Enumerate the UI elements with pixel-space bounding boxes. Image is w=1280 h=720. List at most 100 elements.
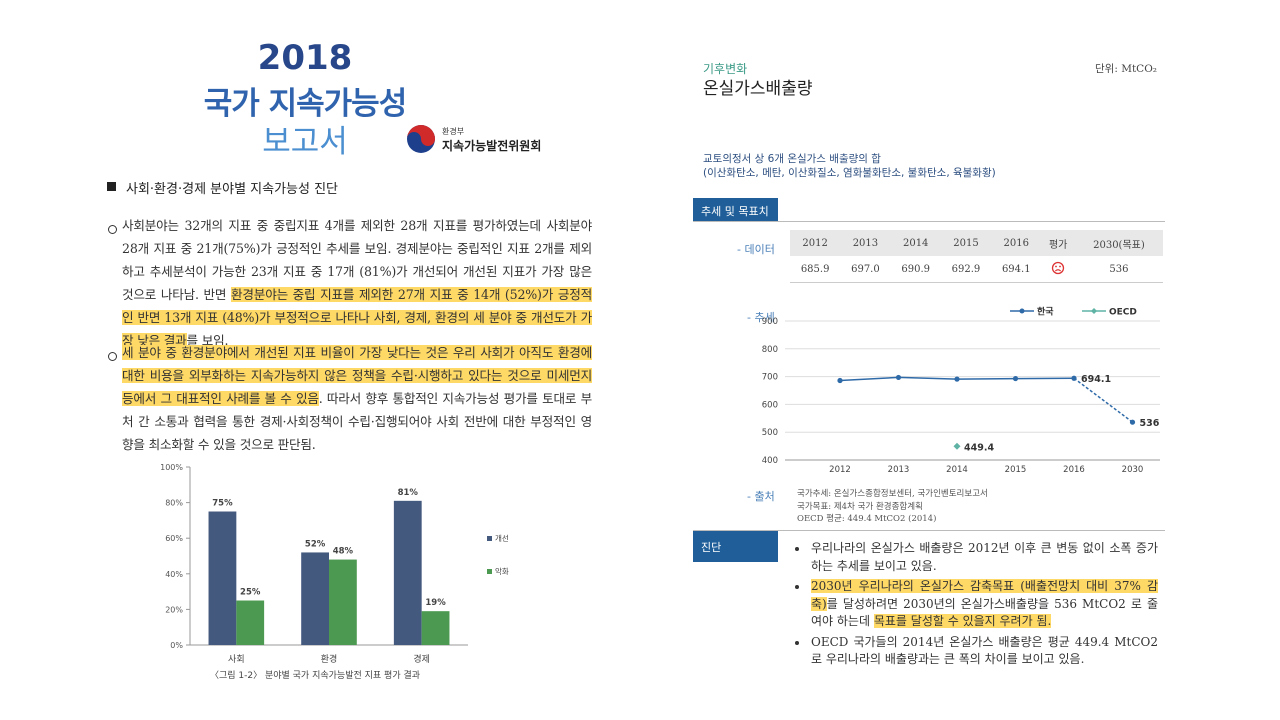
section-title: 사회·환경·경제 분야별 지속가능성 진단: [126, 182, 339, 197]
text-run: 우리나라의 온실가스 배출량은 2012년 이후 큰 변동 없이 소폭 증가하는…: [811, 541, 1158, 573]
paragraph: 사회분야는 32개의 지표 중 중립지표 4개를 제외한 28개 지표를 평가하…: [122, 214, 592, 352]
figure-caption: 〈그림 1-2〉 분야별 국가 지속가능발전 지표 평가 결과: [209, 671, 421, 681]
point: [954, 376, 960, 382]
cell: [1041, 256, 1074, 283]
unit: 단위: MtCO₂: [1095, 63, 1158, 75]
diagnosis: 우리나라의 온실가스 배출량은 2012년 이후 큰 변동 없이 소폭 증가하는…: [793, 540, 1158, 672]
data-label: 48%: [333, 547, 354, 557]
trend-label: - 추세: [747, 311, 775, 324]
legend-swatch: [487, 536, 492, 541]
y-tick-label: 100%: [160, 463, 183, 472]
diagnosis-item: 2030년 우리나라의 온실가스 감축목표 (배출전망치 대비 37% 감축)를…: [793, 578, 1158, 631]
text-run: 를 보임.: [186, 333, 229, 348]
y-tick-label: 60%: [165, 534, 183, 543]
x-tick-label: 2015: [1005, 465, 1027, 475]
bar: [421, 611, 450, 645]
data-label: 25%: [240, 588, 261, 598]
report-year: 2018: [257, 38, 353, 78]
divider: [693, 530, 1165, 531]
diagnosis-item: 우리나라의 온실가스 배출량은 2012년 이후 큰 변동 없이 소폭 증가하는…: [793, 540, 1158, 575]
paragraph: 세 분야 중 환경분야에서 개선된 지표 비율이 가장 낮다는 것은 우리 사회…: [122, 341, 592, 456]
header-cell: 2012: [802, 237, 828, 249]
bar-chart: 0% 20% 40% 60% 80% 100% 사회 75% 25% 환경 52% 48% 경제 81% 1…: [160, 463, 509, 665]
data-label: 81%: [398, 488, 419, 498]
source: 국가목표: 제4차 국가 환경종합계획: [797, 501, 923, 512]
text-run: 를 달성하려면 2030년의 온실가스배출량을 536 MtCO2 로 줄여야 …: [811, 596, 1158, 629]
text-run: 목표를 달성할 수 있을지 우려가 됨.: [873, 614, 1052, 628]
evaluation-icon: [1051, 261, 1065, 274]
x-tick-label: 2012: [829, 465, 851, 475]
bullet: [795, 547, 799, 551]
data-table: 2012 2013 2014 2015 2016 평가 2030(목표) 685.9 697.0…: [790, 230, 1163, 283]
y-tick-label: 40%: [165, 570, 183, 579]
org-top: 환경부: [442, 127, 465, 136]
point: [837, 377, 843, 384]
org: 지속가능발전위원회: [442, 139, 542, 153]
source-label: - 출처: [747, 490, 775, 503]
text-run: OECD 국가들의 2014년 온실가스 배출량은 평균 449.4 MtCO2…: [811, 634, 1158, 667]
data-label: 449.4: [964, 442, 994, 453]
cell: 690.9: [901, 263, 931, 275]
y-tick-label: 400: [762, 456, 778, 466]
data-label: 536: [1140, 418, 1160, 429]
data-label: - 데이터: [737, 243, 775, 256]
data-label: 52%: [305, 539, 326, 549]
data-label: 75%: [212, 499, 233, 509]
bar: [208, 511, 237, 645]
header-cell: 2015: [953, 237, 979, 249]
x-tick-label: 사회: [228, 654, 245, 665]
sources: 국가추세: 온실가스종합정보센터, 국가인벤토리보고서 국가목표: 제4차 국가…: [797, 488, 988, 526]
report-subtitle: 보고서: [262, 124, 348, 160]
header-cell: 2030(목표): [1093, 239, 1145, 251]
legend-label: OECD: [1109, 308, 1137, 318]
legend-label: 개선: [495, 533, 509, 543]
x-tick-label: 경제: [413, 653, 430, 665]
cell: 694.1: [1001, 263, 1031, 275]
y-tick-label: 500: [762, 428, 778, 438]
indicator-title: 온실가스배출량: [703, 79, 813, 99]
bar: [393, 500, 422, 645]
cell: 692.9: [951, 263, 981, 275]
y-tick-label: 800: [762, 345, 778, 355]
description: 교토의정서 상 6개 온실가스 배출량의 합: [703, 153, 881, 165]
x-tick-label: 2014: [946, 465, 968, 475]
text-run: 사회분야는 32개의 지표 중 중립지표 4개를 제외한 28개 지표를 평가하…: [122, 218, 592, 302]
y-tick-label: 700: [762, 373, 778, 383]
table-row: 685.9 697.0 690.9 692.9 694.1 536: [790, 256, 1163, 283]
y-tick-label: 20%: [165, 605, 183, 614]
header-cell: 2016: [1003, 237, 1029, 249]
org-logo: [407, 125, 435, 153]
point: [953, 442, 961, 450]
x-tick-label: 2030: [1122, 465, 1144, 475]
x-tick-label: 환경: [321, 653, 338, 665]
source: OECD 평균: 449.4 MtCO2 (2014): [797, 514, 937, 524]
point: [1012, 375, 1019, 382]
y-tick-label: 80%: [165, 499, 183, 508]
point: [1129, 419, 1136, 425]
header-cell: 2013: [852, 237, 879, 249]
category: 기후변화: [703, 62, 748, 76]
cell: 697.0: [851, 263, 880, 275]
source: 국가추세: 온실가스종합정보센터, 국가인벤토리보고서: [797, 489, 988, 499]
bullet: [795, 640, 799, 645]
divider: [693, 221, 1165, 222]
y-tick-label: 600: [762, 400, 778, 410]
table-header: 2012 2013 2014 2015 2016 평가 2030(목표): [790, 230, 1163, 256]
diagnosis-item: OECD 국가들의 2014년 온실가스 배출량은 평균 449.4 MtCO2…: [793, 634, 1158, 669]
bar: [329, 559, 357, 645]
projection-line: [1073, 377, 1133, 423]
report-title: 국가 지속가능성: [203, 86, 407, 122]
data-label: 694.1: [1081, 374, 1111, 385]
cell: 685.9: [800, 263, 830, 275]
bullet: [795, 585, 799, 589]
section-header: 추세 및 목표치: [693, 198, 778, 221]
section-header: 진단: [693, 531, 778, 562]
x-tick-label: 2016: [1063, 465, 1085, 475]
header-cell: 2014: [902, 237, 929, 249]
legend-marker: [1091, 308, 1097, 314]
line-chart: 400 500 600 700 800 900 2012 2013 2014 2015 2016 20…: [762, 306, 1160, 475]
legend-label: 악화: [495, 566, 509, 576]
data-label: 19%: [425, 598, 446, 608]
bar: [236, 600, 265, 645]
